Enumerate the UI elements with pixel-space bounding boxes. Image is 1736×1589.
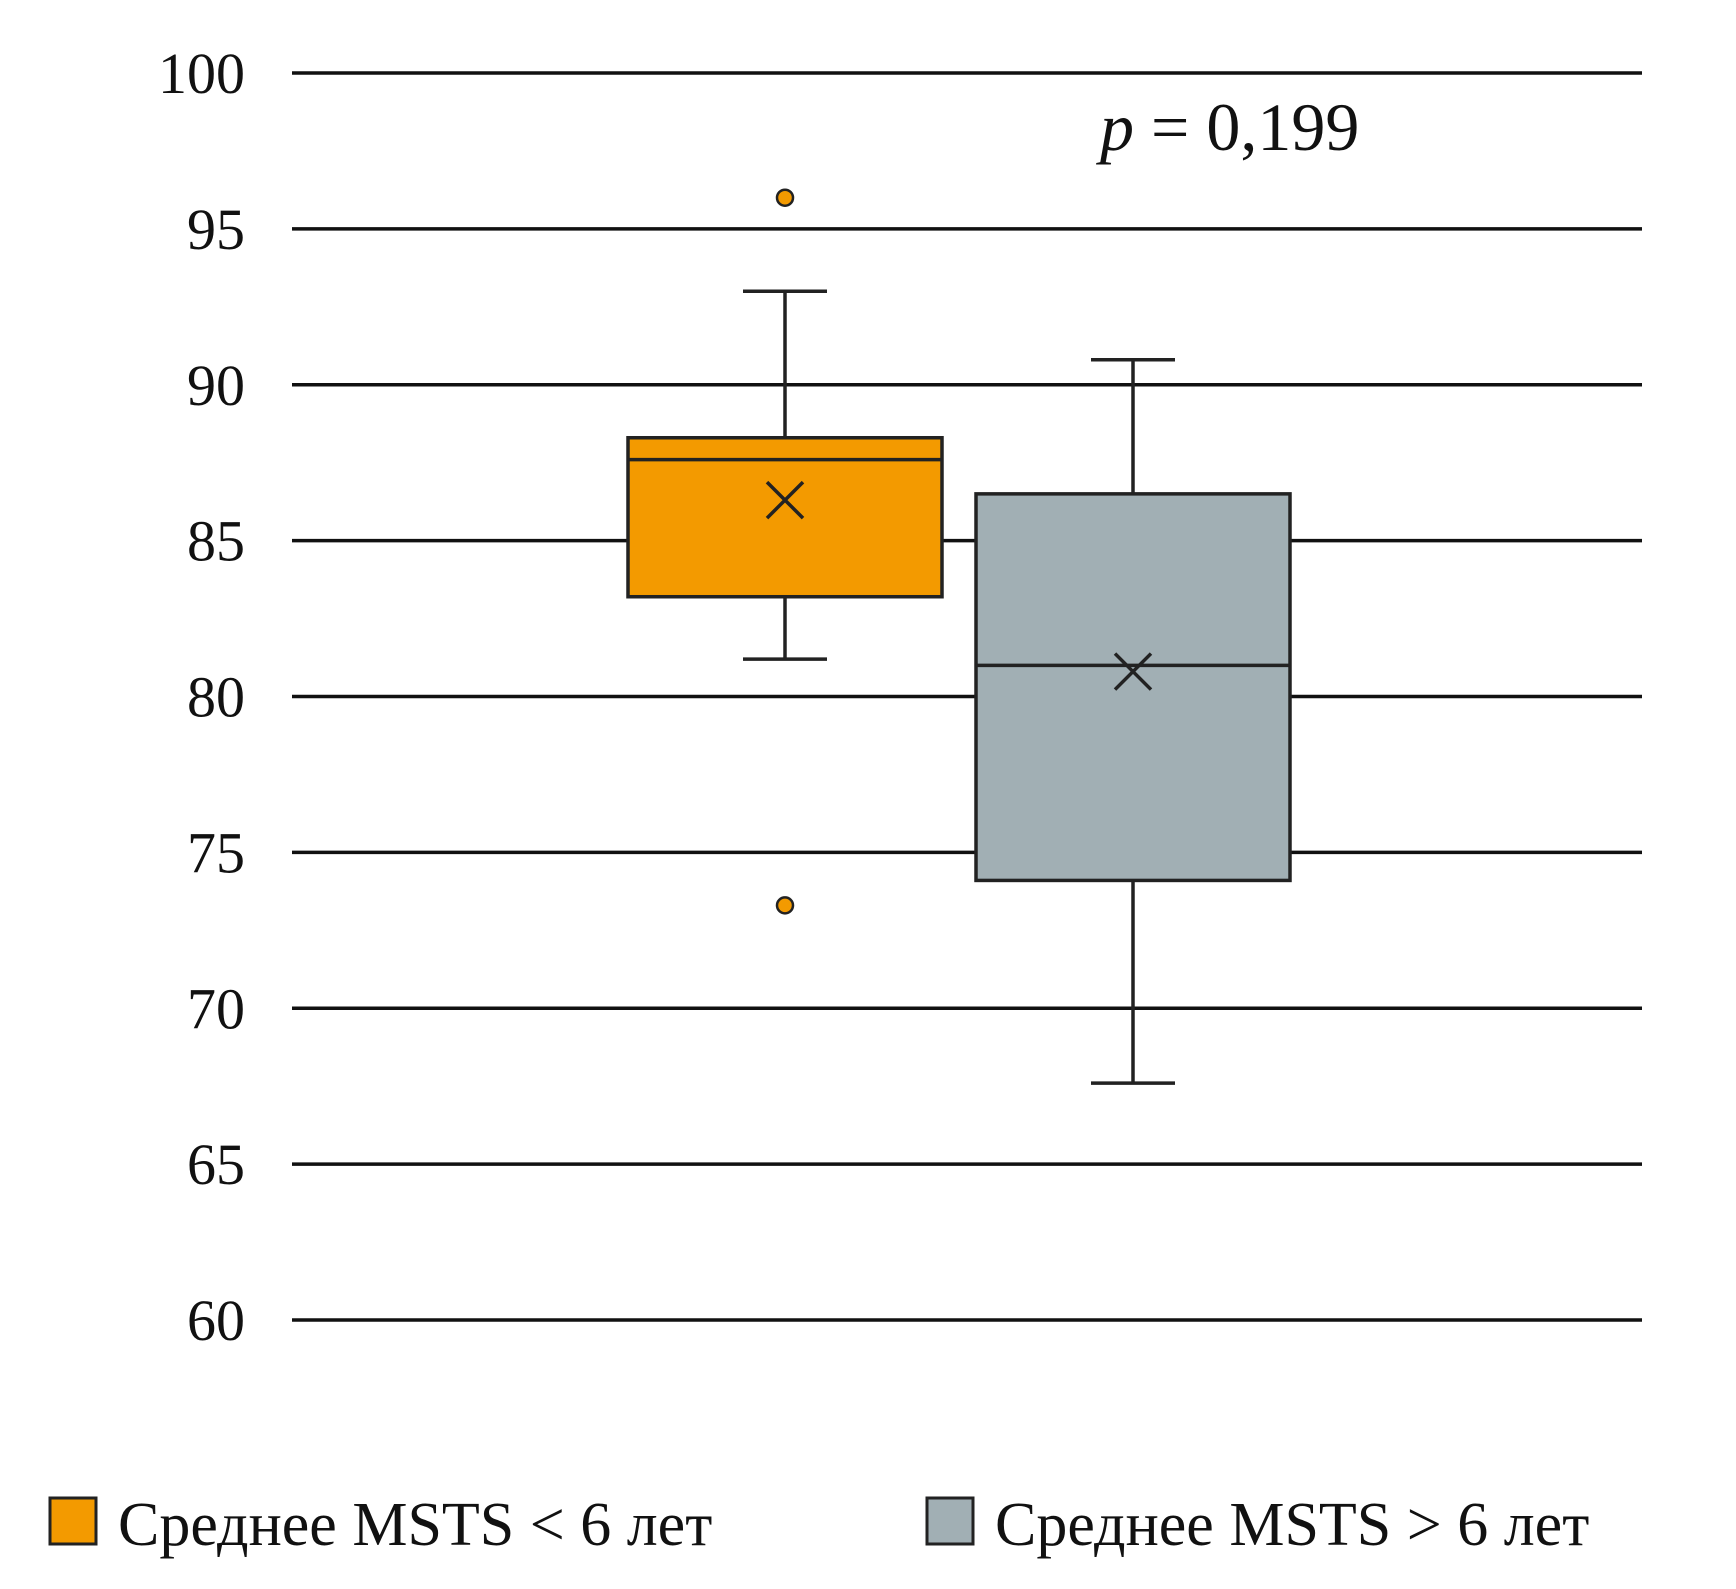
outlier-point bbox=[775, 896, 795, 915]
boxes bbox=[626, 188, 1292, 1085]
y-axis-tick-labels: 100 95 90 85 80 75 70 65 60 bbox=[158, 41, 245, 1353]
iqr-box bbox=[974, 492, 1292, 883]
legend: Среднее MSTS < 6 лет Среднее MSTS > 6 ле… bbox=[48, 1491, 1589, 1559]
gridlines bbox=[292, 71, 1642, 1322]
box-series-1 bbox=[626, 188, 944, 915]
mean-marker bbox=[765, 480, 805, 520]
legend-label-series-2: Среднее MSTS > 6 лет bbox=[995, 1491, 1589, 1559]
y-tick-label: 85 bbox=[187, 509, 245, 574]
legend-label-series-1: Среднее MSTS < 6 лет bbox=[118, 1491, 712, 1559]
iqr-box bbox=[626, 435, 944, 599]
p-value-annotation: p = 0,199 bbox=[1096, 89, 1359, 165]
y-tick-label: 70 bbox=[187, 976, 245, 1041]
mean-marker bbox=[1113, 652, 1153, 691]
y-tick-label: 90 bbox=[187, 353, 245, 418]
y-tick-label: 80 bbox=[187, 665, 245, 730]
y-tick-label: 65 bbox=[187, 1132, 245, 1197]
outlier-point bbox=[775, 188, 795, 207]
y-tick-label: 95 bbox=[187, 197, 245, 262]
box-series-2 bbox=[974, 358, 1292, 1085]
y-tick-label: 75 bbox=[187, 820, 245, 885]
legend-swatch-series-1 bbox=[48, 1496, 98, 1546]
p-symbol: p bbox=[1096, 89, 1134, 165]
y-tick-label: 60 bbox=[187, 1288, 245, 1353]
y-tick-label: 100 bbox=[158, 41, 245, 106]
legend-swatch-series-2 bbox=[925, 1496, 975, 1546]
p-value: = 0,199 bbox=[1134, 89, 1359, 165]
